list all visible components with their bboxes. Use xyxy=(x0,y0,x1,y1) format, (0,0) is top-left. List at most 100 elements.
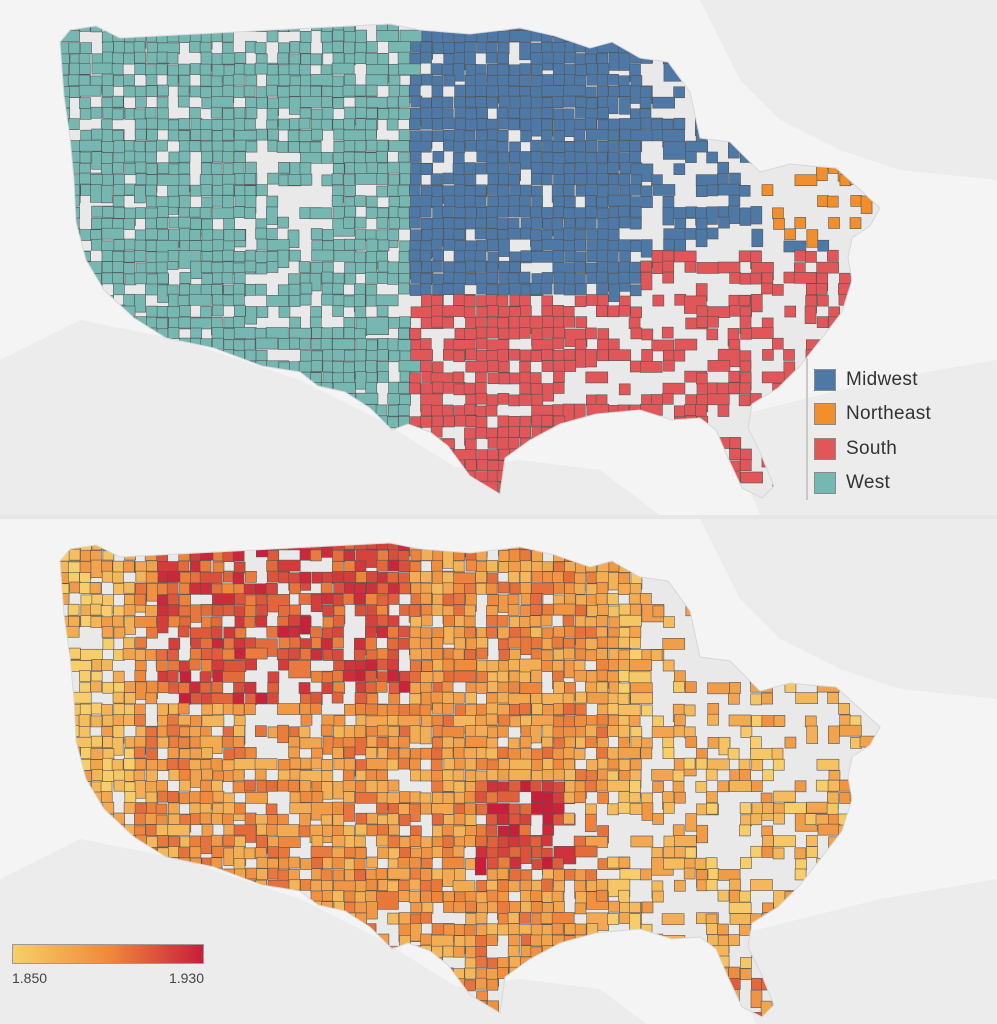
county-shape[interactable] xyxy=(508,327,521,340)
county-shape[interactable] xyxy=(343,216,355,229)
county-shape[interactable] xyxy=(354,604,367,617)
county-shape[interactable] xyxy=(376,349,389,361)
county-shape[interactable] xyxy=(684,261,697,273)
county-shape[interactable] xyxy=(607,803,619,816)
county-shape[interactable] xyxy=(673,681,685,693)
county-shape[interactable] xyxy=(232,162,245,174)
county-shape[interactable] xyxy=(619,250,631,263)
county-shape[interactable] xyxy=(861,879,884,892)
county-shape[interactable] xyxy=(464,757,477,770)
county-shape[interactable] xyxy=(454,923,466,936)
county-shape[interactable] xyxy=(509,582,522,595)
county-shape[interactable] xyxy=(707,990,719,1009)
county-shape[interactable] xyxy=(397,637,410,650)
county-shape[interactable] xyxy=(113,626,126,639)
county-shape[interactable] xyxy=(311,540,323,552)
county-shape[interactable] xyxy=(498,594,510,613)
county-shape[interactable] xyxy=(267,128,280,141)
county-shape[interactable] xyxy=(399,836,412,849)
county-shape[interactable] xyxy=(584,217,597,230)
county-shape[interactable] xyxy=(409,561,422,573)
county-shape[interactable] xyxy=(212,337,224,350)
county-shape[interactable] xyxy=(685,30,697,43)
county-shape[interactable] xyxy=(112,691,125,704)
county-shape[interactable] xyxy=(78,825,102,838)
county-shape[interactable] xyxy=(321,271,334,284)
county-shape[interactable] xyxy=(838,702,850,715)
county-shape[interactable] xyxy=(355,392,379,405)
county-shape[interactable] xyxy=(498,758,510,770)
county-shape[interactable] xyxy=(683,757,696,770)
county-shape[interactable] xyxy=(574,338,587,351)
county-shape[interactable] xyxy=(706,791,718,803)
county-shape[interactable] xyxy=(750,879,773,891)
county-shape[interactable] xyxy=(596,945,608,957)
county-shape[interactable] xyxy=(421,614,433,627)
county-shape[interactable] xyxy=(640,945,653,958)
county-shape[interactable] xyxy=(234,647,246,660)
county-shape[interactable] xyxy=(112,20,124,32)
county-shape[interactable] xyxy=(452,163,465,176)
county-shape[interactable] xyxy=(332,626,344,639)
county-shape[interactable] xyxy=(59,261,82,280)
county-shape[interactable] xyxy=(156,317,168,330)
county-shape[interactable] xyxy=(453,19,466,31)
county-shape[interactable] xyxy=(431,868,444,881)
county-shape[interactable] xyxy=(255,283,267,296)
county-shape[interactable] xyxy=(750,748,773,760)
county-shape[interactable] xyxy=(289,791,302,804)
county-shape[interactable] xyxy=(740,814,752,827)
county-shape[interactable] xyxy=(497,63,510,76)
county-shape[interactable] xyxy=(530,890,542,903)
county-shape[interactable] xyxy=(608,539,631,557)
county-shape[interactable] xyxy=(244,284,257,296)
county-shape[interactable] xyxy=(464,162,476,174)
county-shape[interactable] xyxy=(871,271,883,284)
county-shape[interactable] xyxy=(190,184,202,197)
county-shape[interactable] xyxy=(409,626,422,639)
county-shape[interactable] xyxy=(102,638,115,650)
county-shape[interactable] xyxy=(562,692,575,705)
county-shape[interactable] xyxy=(717,967,729,986)
county-shape[interactable] xyxy=(124,736,137,749)
county-shape[interactable] xyxy=(255,692,268,705)
county-shape[interactable] xyxy=(178,130,191,142)
county-shape[interactable] xyxy=(850,835,862,848)
county-shape[interactable] xyxy=(377,260,390,273)
county-shape[interactable] xyxy=(750,152,763,165)
county-shape[interactable] xyxy=(519,415,532,428)
county-shape[interactable] xyxy=(574,902,587,915)
county-shape[interactable] xyxy=(586,128,609,141)
county-shape[interactable] xyxy=(145,262,158,274)
county-shape[interactable] xyxy=(485,582,498,595)
county-shape[interactable] xyxy=(552,768,565,781)
county-shape[interactable] xyxy=(265,780,278,792)
county-shape[interactable] xyxy=(540,614,553,627)
county-shape[interactable] xyxy=(729,437,742,449)
county-shape[interactable] xyxy=(190,327,203,340)
county-shape[interactable] xyxy=(762,349,774,361)
county-shape[interactable] xyxy=(485,51,498,64)
county-shape[interactable] xyxy=(134,670,147,682)
county-shape[interactable] xyxy=(564,141,576,154)
county-shape[interactable] xyxy=(553,119,566,131)
county-shape[interactable] xyxy=(508,769,532,781)
county-shape[interactable] xyxy=(256,823,268,836)
county-shape[interactable] xyxy=(311,20,323,32)
county-shape[interactable] xyxy=(123,581,136,594)
county-shape[interactable] xyxy=(254,768,267,781)
county-shape[interactable] xyxy=(475,427,488,439)
county-shape[interactable] xyxy=(431,813,444,826)
county-shape[interactable] xyxy=(79,572,91,584)
county-shape[interactable] xyxy=(563,791,576,804)
county-shape[interactable] xyxy=(222,151,234,163)
county-shape[interactable] xyxy=(773,790,796,803)
county-shape[interactable] xyxy=(146,42,159,54)
county-shape[interactable] xyxy=(267,671,280,684)
county-shape[interactable] xyxy=(717,638,729,657)
county-shape[interactable] xyxy=(508,426,520,438)
county-shape[interactable] xyxy=(661,326,674,339)
county-shape[interactable] xyxy=(332,747,344,759)
county-shape[interactable] xyxy=(200,604,213,616)
county-shape[interactable] xyxy=(210,106,223,119)
